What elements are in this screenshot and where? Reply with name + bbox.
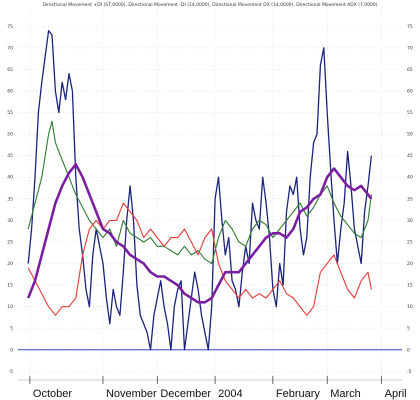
y-tick-label-right: 0 <box>407 347 410 353</box>
y-tick-label-left: -5 <box>9 369 14 375</box>
y-tick-label-left: 25 <box>7 239 13 245</box>
y-tick-label-right: 60 <box>407 88 413 94</box>
y-axis-left: -5 0 5 10 15 20 25 30 35 40 45 50 55 60 65 70 75 <box>7 24 13 375</box>
y-tick-label-right: 25 <box>407 239 413 245</box>
y-tick-label-left: 20 <box>7 261 13 267</box>
y-tick-label-left: 40 <box>7 175 13 181</box>
x-tick-label: March <box>330 388 361 400</box>
y-tick-label-left: 55 <box>7 110 13 116</box>
x-tick-label: February <box>276 388 321 400</box>
y-tick-label-right: 15 <box>407 283 413 289</box>
y-axis-right: -5 0 5 10 15 20 25 30 35 40 45 50 55 60 65 70 75 <box>407 24 413 375</box>
series-line-4 <box>26 163 373 304</box>
y-tick-label-left: 60 <box>7 88 13 94</box>
y-tick-label-left: 15 <box>7 283 13 289</box>
y-tick-label-right: -5 <box>407 369 412 375</box>
y-tick-label-left: 65 <box>7 67 13 73</box>
y-tick-label-right: 10 <box>407 304 413 310</box>
y-tick-label-left: 35 <box>7 196 13 202</box>
y-tick-label-right: 20 <box>407 261 413 267</box>
y-tick-label-left: 70 <box>7 45 13 51</box>
chart-title: Directional Movement +DI (ST,0000), Dire… <box>42 2 377 8</box>
y-tick-label-right: 50 <box>407 132 413 138</box>
y-tick-label-right: 55 <box>407 110 413 116</box>
series-line-2 <box>27 120 372 265</box>
y-tick-label-right: 35 <box>407 196 413 202</box>
x-tick-label: December <box>160 388 211 400</box>
x-tick-label: November <box>106 388 157 400</box>
x-tick-label: 2004 <box>218 388 242 400</box>
x-axis: October November December 2004 February March… <box>18 376 407 400</box>
y-tick-label-right: 65 <box>407 67 413 73</box>
y-tick-label-right: 5 <box>407 326 410 332</box>
series-line-3 <box>27 202 372 316</box>
chart-grid <box>18 9 402 380</box>
x-tick-label: April <box>385 388 407 400</box>
y-tick-label-left: 45 <box>7 153 13 159</box>
y-tick-label-right: 30 <box>407 218 413 224</box>
y-tick-label-right: 45 <box>407 153 413 159</box>
y-tick-label-left: 5 <box>10 326 13 332</box>
y-tick-label-left: 30 <box>7 218 13 224</box>
y-tick-label-left: 0 <box>10 347 13 353</box>
y-tick-label-right: 40 <box>407 175 413 181</box>
y-tick-label-left: 50 <box>7 132 13 138</box>
x-tick-label: October <box>33 388 72 400</box>
y-tick-label-right: 75 <box>407 24 413 30</box>
y-tick-label-left: 10 <box>7 304 13 310</box>
y-tick-label-right: 70 <box>407 45 413 51</box>
y-tick-label-left: 75 <box>7 24 13 30</box>
chart-series <box>26 29 373 351</box>
